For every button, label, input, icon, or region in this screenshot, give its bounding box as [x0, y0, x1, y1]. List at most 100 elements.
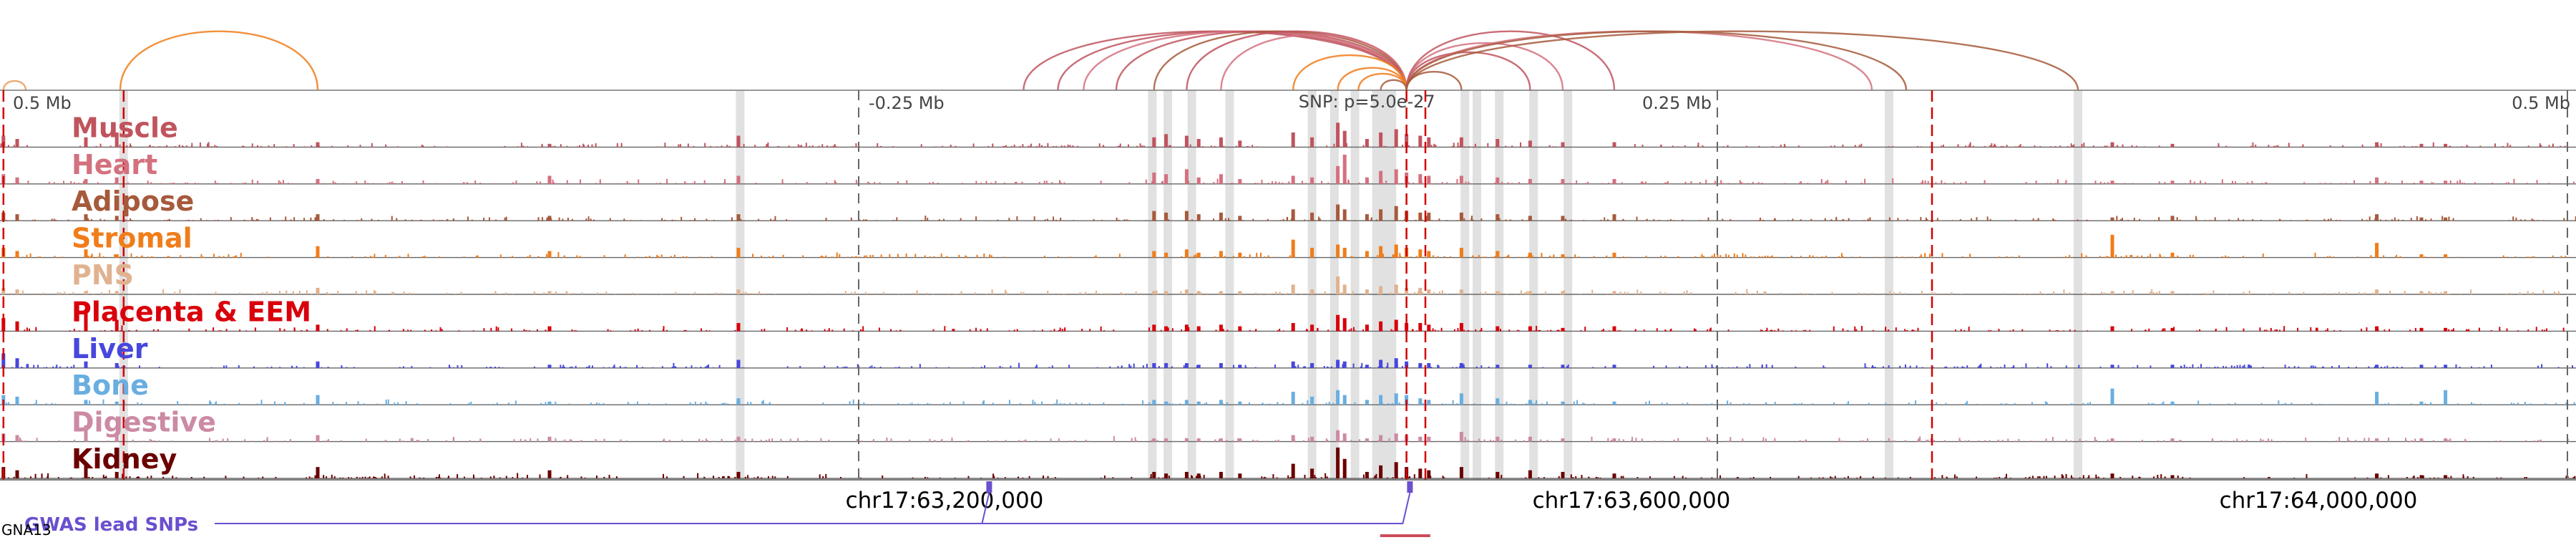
signal-bin [500, 254, 502, 257]
signal-peak [1219, 174, 1223, 184]
signal-bin [1069, 145, 1070, 147]
signal-bin [684, 181, 686, 184]
signal-bin [1181, 256, 1182, 258]
signal-bin [1892, 440, 1893, 441]
interaction-loop [120, 32, 318, 90]
signal-bin [2542, 290, 2544, 294]
signal-bin [530, 438, 531, 442]
signal-bin [1918, 438, 1920, 441]
signal-bin [180, 255, 181, 257]
signal-bin [1712, 256, 1713, 258]
signal-bin [2151, 403, 2152, 405]
signal-bin [1863, 220, 1865, 221]
signal-bin [449, 367, 451, 368]
signal-bin [2063, 330, 2064, 331]
signal-bin [871, 365, 872, 368]
signal-bin [566, 291, 567, 294]
signal-bin [1578, 256, 1579, 257]
signal-bin [580, 256, 581, 257]
signal-bin [2177, 217, 2178, 221]
signal-bin [769, 402, 771, 405]
signal-bin [992, 143, 993, 147]
signal-bin [1081, 329, 1083, 331]
signal-bin [1604, 218, 1605, 221]
signal-bin [2278, 400, 2279, 405]
signal-bin [894, 367, 896, 368]
signal-bin [125, 220, 127, 221]
signal-bin [1760, 218, 1761, 221]
signal-peak [1238, 473, 1241, 478]
signal-bin [92, 477, 93, 478]
signal-bin [1934, 477, 1936, 478]
signal-bin [571, 440, 572, 442]
signal-bin [1039, 143, 1040, 147]
signal-peak [1418, 398, 1422, 405]
signal-bin [963, 402, 965, 405]
signal-peak [2375, 289, 2379, 294]
signal-bin [2159, 291, 2160, 294]
signal-bin [1297, 365, 1299, 368]
signal-bin [2507, 143, 2509, 148]
signal-bin [1765, 330, 1767, 331]
signal-bin [333, 219, 334, 221]
signal-bin [1770, 256, 1771, 258]
signal-bin [6, 402, 7, 405]
signal-bin [213, 327, 214, 331]
signal-bin [2478, 367, 2479, 368]
signal-bin [675, 292, 676, 294]
signal-bin [1883, 366, 1884, 367]
signal-bin [521, 143, 522, 147]
highlight-region [2074, 90, 2082, 480]
signal-bin [1306, 329, 1307, 331]
signal-bin [34, 404, 36, 405]
signal-bin [1572, 477, 1574, 478]
signal-bin [2131, 145, 2132, 148]
signal-bin [696, 367, 697, 368]
signal-bin [2081, 254, 2082, 258]
signal-bin [403, 329, 404, 331]
signal-bin [721, 403, 723, 405]
signal-bin [22, 256, 24, 257]
signal-bin [2034, 145, 2036, 147]
signal-bin [2317, 328, 2318, 332]
signal-bin [1976, 476, 1977, 478]
signal-bin [927, 477, 928, 478]
signal-bin [2273, 146, 2275, 148]
signal-bin [131, 254, 132, 258]
signal-bin [2159, 181, 2160, 183]
signal-bin [404, 291, 405, 294]
signal-bin [36, 400, 37, 405]
signal-peak [1164, 363, 1168, 368]
signal-bin [2228, 256, 2229, 258]
signal-bin [1825, 182, 1826, 183]
signal-bin [2013, 329, 2014, 332]
signal-bin [1400, 256, 1402, 257]
signal-bin [534, 291, 535, 294]
signal-peak [1197, 438, 1201, 442]
signal-bin [663, 329, 664, 332]
signal-bin [911, 402, 912, 405]
signal-bin [414, 476, 415, 478]
signal-bin [1233, 365, 1234, 368]
signal-bin [716, 293, 718, 294]
signal-bin [929, 439, 930, 442]
signal-bin [1622, 476, 1624, 478]
signal-bin [2491, 330, 2492, 331]
signal-bin [179, 289, 180, 294]
signal-peak [2111, 438, 2114, 442]
signal-bin [2231, 365, 2233, 368]
signal-bin [2115, 441, 2117, 442]
signal-bin [69, 330, 71, 331]
signal-bin [634, 404, 635, 405]
signal-bin [2425, 219, 2426, 221]
signal-bin [1687, 290, 1688, 294]
signal-bin [52, 218, 53, 221]
signal-bin [26, 255, 27, 258]
signal-bin [1725, 254, 1727, 257]
signal-bin [285, 216, 286, 221]
signal-bin [769, 256, 770, 258]
signal-bin [119, 145, 121, 148]
signal-bin [1268, 183, 1269, 184]
signal-bin [1607, 438, 1609, 442]
signal-bin [1163, 404, 1164, 405]
